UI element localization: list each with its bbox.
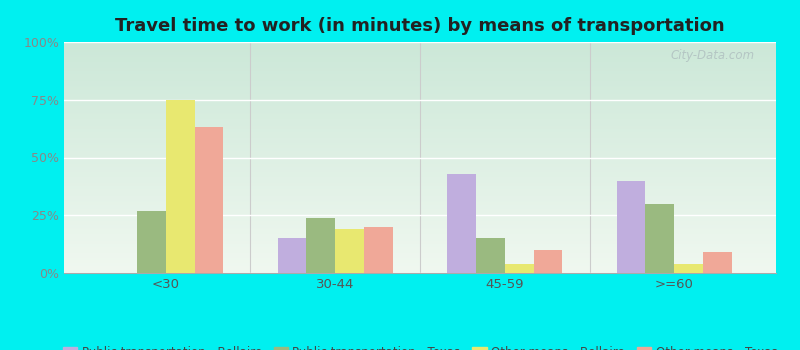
Bar (617, 181, 646, 273)
Bar (505, 264, 534, 273)
Bar (137, 211, 166, 273)
Bar (447, 174, 476, 273)
Bar (476, 238, 505, 273)
Bar (674, 264, 703, 273)
Bar (278, 238, 306, 273)
Bar (364, 227, 393, 273)
Bar (335, 229, 364, 273)
Bar (534, 250, 562, 273)
Title: Travel time to work (in minutes) by means of transportation: Travel time to work (in minutes) by mean… (115, 17, 725, 35)
Text: City-Data.com: City-Data.com (670, 49, 754, 62)
Bar (703, 252, 732, 273)
Bar (194, 127, 223, 273)
Bar (166, 100, 194, 273)
Legend: Public transportation - Bellaire, Public transportation - Texas, Other means - B: Public transportation - Bellaire, Public… (58, 342, 782, 350)
Bar (306, 218, 335, 273)
Bar (646, 204, 674, 273)
